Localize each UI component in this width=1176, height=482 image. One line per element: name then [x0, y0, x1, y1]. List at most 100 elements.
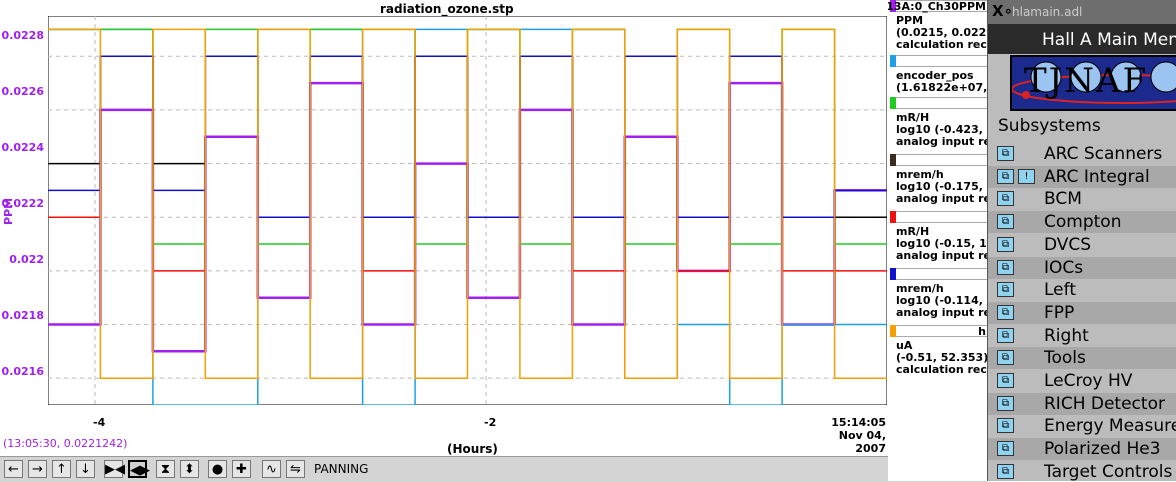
logo-orbit-icon — [1012, 61, 1176, 104]
pan-mode-button[interactable]: ⇋ — [286, 460, 305, 478]
menu-item[interactable]: ⧉ IOCs — [988, 256, 1176, 279]
related-display-icon[interactable]: ⧉ — [997, 463, 1014, 479]
x-window-icon[interactable]: X∘ — [992, 2, 1013, 20]
pan-up-button[interactable]: ↑ — [52, 460, 71, 478]
auto-scale-button[interactable]: ∿ — [262, 460, 281, 478]
legend-text: mrem/h — [896, 282, 944, 295]
menu-item[interactable]: ⧉ Right — [988, 324, 1176, 347]
legend-text: log10 (-0.175, 2 — [896, 180, 988, 193]
x-tick-label: -4 — [93, 416, 106, 429]
menu-item[interactable]: ⧉ Polarized He3 — [988, 438, 1176, 461]
legend-entry[interactable]: h uA (-0.51, 52.353) calculation reco — [888, 325, 988, 381]
menu-header: Hall A Main Menu — [988, 24, 1176, 54]
date-label: Nov 04, 2007 — [838, 429, 886, 455]
menu-item-label: BCM — [1044, 189, 1082, 210]
menu-item[interactable]: ⧉ DVCS — [988, 233, 1176, 256]
legend-color-swatch — [890, 154, 896, 166]
menu-item-label: ARC Scanners — [1044, 144, 1163, 164]
related-display-icon[interactable]: ⧉ — [997, 282, 1014, 298]
related-display-icon[interactable]: ⧉ — [997, 236, 1014, 252]
plot-window: radiation_ozone.stp PPM 0.0228 0.0226 0.02… — [1, 2, 887, 456]
alert-icon[interactable]: ! — [1018, 168, 1035, 184]
legend-color-swatch — [890, 268, 896, 280]
menu-item-label: Tools — [1044, 348, 1086, 369]
menu-item-label: Right — [1044, 325, 1089, 346]
legend-entry[interactable]: mrem/h log10 (-0.175, 2 analog input rec — [888, 154, 988, 210]
menu-item[interactable]: ⧉ Energy Measurement — [988, 415, 1176, 438]
center-icon[interactable]: ● — [208, 460, 227, 478]
related-display-icon[interactable]: ⧉ — [997, 304, 1014, 320]
plot-title: radiation_ozone.stp — [380, 2, 514, 16]
y-tick-label: 0.0218 — [1, 309, 44, 322]
menu-header-title: Hall A Main Menu — [1042, 30, 1176, 50]
menu-item[interactable]: ⧉ Target Controls — [988, 460, 1176, 481]
menu-item[interactable]: ⧉ BCM — [988, 188, 1176, 211]
menu-item[interactable]: ⧉ Tools — [988, 347, 1176, 370]
series-line-6 — [48, 28, 887, 379]
legend-text: calculation reco — [896, 38, 988, 51]
legend-entry[interactable]: encoder_pos(1.61822e+07, 1 — [888, 55, 988, 111]
time-label: 15:14:05 — [831, 416, 886, 429]
menu-item[interactable]: ⧉ RICH Detector — [988, 392, 1176, 415]
menu-item[interactable]: ⧉ Left — [988, 279, 1176, 302]
related-display-icon[interactable]: ⧉ — [997, 146, 1014, 161]
pan-left-button[interactable]: ← — [4, 460, 23, 478]
legend-color-swatch — [890, 325, 896, 337]
pan-down-button[interactable]: ↓ — [76, 460, 95, 478]
menu-item[interactable]: ⧉ FPP — [988, 301, 1176, 324]
menu-item[interactable]: ⧉! ARC Integral — [988, 165, 1176, 188]
zoom-out-x-button[interactable]: ◀▶ — [128, 460, 150, 478]
y-tick-label: 0.022 — [9, 253, 44, 266]
related-display-icon[interactable]: ⧉ — [997, 327, 1014, 343]
menu-titlebar[interactable]: X∘ hlamain.adl — [988, 0, 1176, 24]
related-display-icon[interactable]: ⧉ — [997, 168, 1014, 184]
legend-entry[interactable]: mrem/h log10 (-0.114, 1 analog input rec — [888, 268, 988, 324]
menu-item[interactable]: ⧉ LeCroy HV — [988, 370, 1176, 392]
related-display-icon[interactable]: ⧉ — [997, 214, 1014, 230]
related-display-icon[interactable]: ⧉ — [997, 441, 1014, 457]
related-display-icon[interactable]: ⧉ — [997, 350, 1014, 366]
legend-text: mR/H — [896, 111, 930, 124]
zoom-out-y-button[interactable]: ⬍ — [180, 460, 199, 478]
menu-item[interactable]: ⧉ ARC Scanners — [988, 143, 1176, 165]
plus-icon[interactable]: ✚ — [232, 460, 251, 478]
menu-item[interactable]: ⧉ Compton — [988, 211, 1176, 234]
y-tick-label: 0.0216 — [1, 365, 44, 378]
legend-text: analog input rec — [896, 135, 988, 148]
y-tick-label: 0.0226 — [1, 85, 44, 98]
y-tick-label: 0.0228 — [1, 29, 44, 42]
menu-item-label: LeCroy HV — [1044, 371, 1133, 391]
legend-text: mrem/h — [896, 168, 944, 181]
y-tick-label: 0.0222 — [1, 197, 44, 210]
legend-text: mR/H — [896, 225, 930, 238]
legend-name-bar: h — [896, 325, 988, 338]
legend-color-swatch — [890, 0, 896, 12]
mode-label: PANNING — [314, 462, 369, 476]
menu-item-label: Left — [1044, 280, 1076, 301]
legend-text: calculation reco — [896, 363, 988, 376]
y-tick-label: 0.0224 — [1, 141, 44, 154]
legend-name-bar: HacB_HPE1313A:0_Ch30PPM — [888, 0, 988, 13]
zoom-in-x-button[interactable]: ▶◀ — [104, 460, 125, 478]
legend-name-bar — [896, 211, 988, 223]
cursor-readout: (13:05:30, 0.0221242) — [3, 437, 128, 450]
related-display-icon[interactable]: ⧉ — [997, 395, 1014, 411]
plot-toolbar: ← → ↑ ↓ ▶◀ ◀▶ ⧗ ⬍ ● ✚ ∿ ⇋ PANNING — [0, 456, 987, 482]
legend-text: log10 (-0.423, 4 — [896, 123, 988, 136]
zoom-in-y-button[interactable]: ⧗ — [156, 460, 175, 478]
legend-color-swatch — [890, 211, 896, 223]
related-display-icon[interactable]: ⧉ — [997, 373, 1014, 388]
related-display-icon[interactable]: ⧉ — [997, 191, 1014, 207]
pan-right-button[interactable]: → — [28, 460, 47, 478]
legend-pv-name: HacB_HPE1313A:0_Ch30PPM — [888, 0, 986, 13]
legend-pv-name: h — [978, 325, 986, 338]
legend-entry[interactable]: mR/H log10 (-0.423, 4 analog input rec — [888, 97, 988, 153]
window-title: hlamain.adl — [1012, 5, 1083, 19]
related-display-icon[interactable]: ⧉ — [997, 418, 1014, 434]
chart-area[interactable] — [48, 16, 887, 405]
tjnaf-logo: TJNAF — [1010, 55, 1176, 111]
related-display-icon[interactable]: ⧉ — [997, 259, 1014, 275]
legend-entry[interactable]: mR/H log10 (-0.15, 15 analog input rec — [888, 211, 988, 267]
legend-text: uA — [896, 339, 913, 352]
